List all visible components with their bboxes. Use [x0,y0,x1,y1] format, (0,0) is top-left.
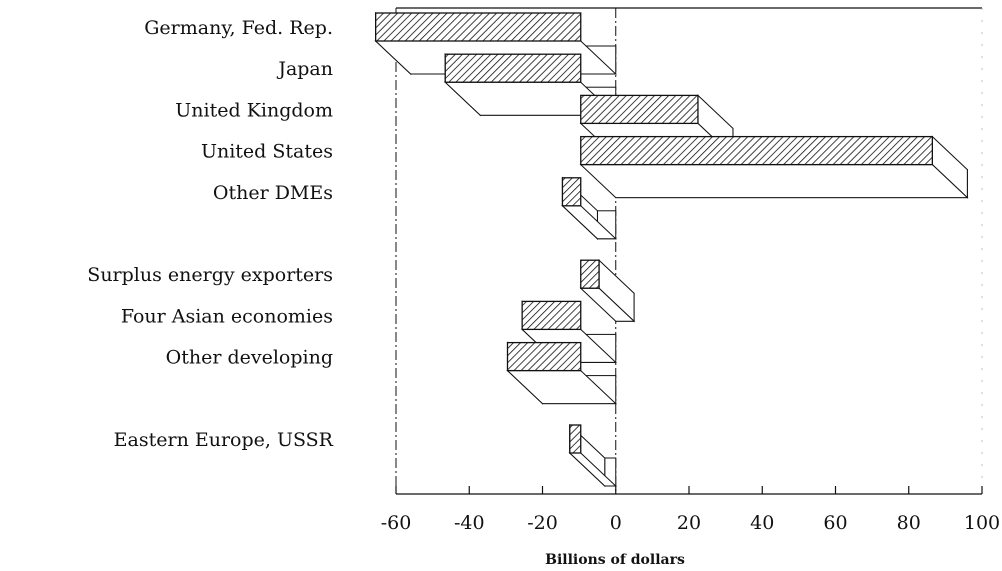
x-tick-label: -40 [454,512,485,534]
bar [580,94,699,125]
x-tick-label: 0 [610,512,622,534]
category-label: Four Asian economies [121,305,333,327]
category-label: Germany, Fed. Rep. [144,17,333,39]
x-axis-title: Billions of dollars [545,552,685,568]
bar [580,259,600,289]
bar [561,177,582,207]
x-tick-label: -20 [527,512,558,534]
category-label: Other developing [166,347,333,369]
category-label: Japan [276,58,333,80]
category-label: United States [201,141,333,163]
bar-bottom [579,164,969,199]
x-tick-label: 40 [750,512,774,534]
x-tick-label: -60 [381,512,412,534]
bar [569,424,582,454]
x-tick-label: 60 [823,512,847,534]
bar [580,135,934,166]
category-label: Surplus energy exporters [87,264,333,286]
bar [506,341,582,372]
bar [374,12,582,42]
category-label: United Kingdom [175,99,333,121]
x-tick-label: 100 [964,512,1000,534]
category-label: Eastern Europe, USSR [114,429,334,451]
category-label: Other DMEs [213,182,333,204]
bar [444,53,582,83]
x-tick-label: 80 [897,512,921,534]
x-tick-label: 20 [677,512,701,534]
bar [521,300,582,331]
